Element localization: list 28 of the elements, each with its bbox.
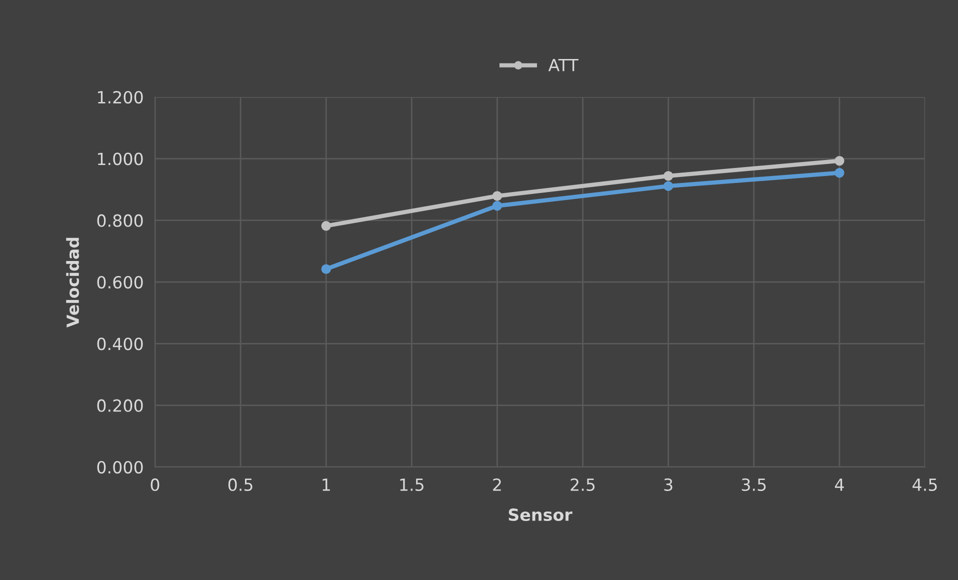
x-tick-label: 1 [322, 478, 330, 491]
y-tick-label: 0.800 [97, 214, 143, 227]
x-axis-title: Sensor [508, 508, 572, 522]
x-tick-label: 2.5 [570, 478, 595, 492]
y-tick-label: 0.400 [97, 338, 143, 350]
point [321, 221, 331, 231]
x-tick-label: 2 [493, 478, 501, 491]
x-tick-label: 4 [834, 478, 844, 491]
x-tick-label: 3.5 [742, 478, 766, 492]
point [492, 200, 502, 211]
point [492, 191, 502, 201]
x-tick-label: 0.5 [228, 478, 252, 492]
point [834, 168, 844, 178]
y-tick-label: 0.000 [97, 460, 143, 474]
point [321, 264, 331, 274]
y-axis-title: Velocidad [66, 238, 80, 328]
point [834, 156, 844, 166]
y-tick-label: 0.200 [97, 399, 143, 412]
x-tick-label: 1.5 [400, 478, 424, 492]
legend-label: ATT [548, 58, 578, 72]
y-tick-label: 1.000 [98, 152, 143, 166]
x-tick-label: 3 [664, 478, 672, 492]
x-tick-label: 4.5 [912, 478, 937, 492]
point [663, 181, 674, 191]
y-tick-label: 0.600 [97, 276, 143, 289]
point [663, 171, 674, 181]
y-tick-label: 1.200 [98, 90, 143, 104]
x-tick-label: 0 [150, 478, 160, 492]
